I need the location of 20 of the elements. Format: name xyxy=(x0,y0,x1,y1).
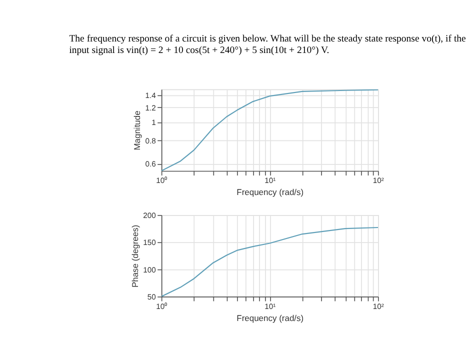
x-tick-label: 10² xyxy=(372,302,384,311)
y-tick-label: 1 xyxy=(152,118,156,128)
chart-title: The frequency response of a circuit is given below. What will be the steady state response vo(t), if the input signal is vin(t) = 2 + 10 cos(5t + 240°) + 5 sin(10t + 210°) V. xyxy=(69,34,466,56)
x-tick-label: 10¹ xyxy=(264,302,276,311)
x-axis-title: Frequency (rad/s) xyxy=(236,187,304,198)
y-tick-label: 0.8 xyxy=(145,136,156,146)
y-tick-label: 100 xyxy=(143,265,156,274)
y-tick-label: 50 xyxy=(147,292,156,302)
x-tick-label: 10⁰ xyxy=(156,176,168,186)
y-axis-title: Phase (degrees) xyxy=(130,224,140,288)
y-axis-title: Magnitude xyxy=(132,110,142,150)
y-tick-label: 150 xyxy=(143,238,156,248)
y-tick-label: 200 xyxy=(143,210,156,220)
y-tick-label: 1.2 xyxy=(145,103,156,112)
y-tick-label: 1.4 xyxy=(145,90,157,100)
x-axis-title: Frequency (rad/s) xyxy=(236,312,304,323)
x-tick-label: 10⁰ xyxy=(156,302,168,311)
x-tick-label: 10² xyxy=(372,176,384,186)
y-tick-label: 0.6 xyxy=(145,160,156,169)
x-tick-label: 10¹ xyxy=(264,176,276,186)
